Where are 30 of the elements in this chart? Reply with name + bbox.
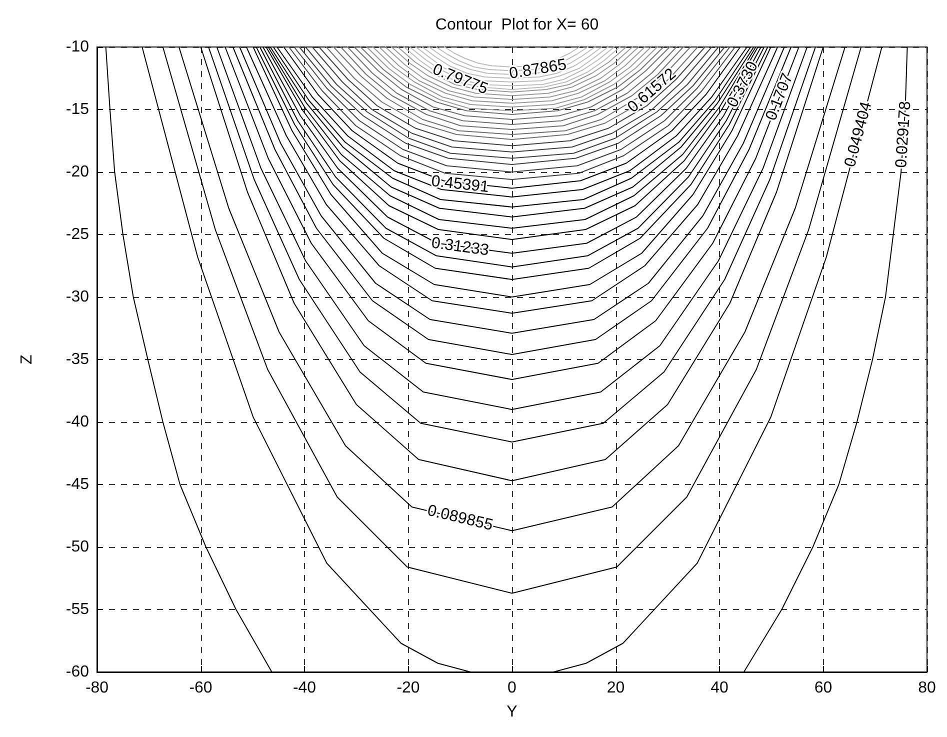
y-axis-title: Z xyxy=(18,354,36,364)
annotation: 0.049404 xyxy=(842,100,876,169)
y-tick-label: -40 xyxy=(66,414,90,430)
x-tick-label: 60 xyxy=(814,680,832,696)
y-tick-label: -25 xyxy=(66,226,90,243)
y-tick-label: -10 xyxy=(66,38,90,56)
y-tick-label: -30 xyxy=(66,288,90,306)
x-tick-label: 40 xyxy=(710,680,728,696)
x-axis-title: Y xyxy=(506,704,518,720)
y-tick-label: -35 xyxy=(66,351,90,368)
y-tick-label: -15 xyxy=(66,101,90,118)
y-tick-label: -20 xyxy=(66,164,90,180)
x-tick-label: -20 xyxy=(396,680,420,696)
y-tick-label: -60 xyxy=(66,664,90,680)
chart-title: Contour Plot for X= 60 xyxy=(435,16,599,34)
x-tick-label: -40 xyxy=(292,680,316,696)
x-tick-label: -60 xyxy=(189,680,212,696)
annotation: 0.87865 xyxy=(508,56,568,83)
annotation: 0.1707 xyxy=(762,71,796,123)
annotation: 0.31233 xyxy=(430,234,490,260)
y-tick-label: -55 xyxy=(66,601,90,618)
x-tick-label: 0 xyxy=(508,680,517,696)
x-tick-label: 20 xyxy=(606,680,625,696)
x-tick-label: 80 xyxy=(918,680,936,696)
annotation: 0.089855 xyxy=(426,502,495,534)
x-tick-label: -80 xyxy=(85,680,109,696)
annotation: 0.029178 xyxy=(892,100,914,168)
annotation: 0.45391 xyxy=(430,172,490,196)
y-tick-label: -50 xyxy=(66,538,90,556)
y-tick-label: -45 xyxy=(66,476,90,493)
